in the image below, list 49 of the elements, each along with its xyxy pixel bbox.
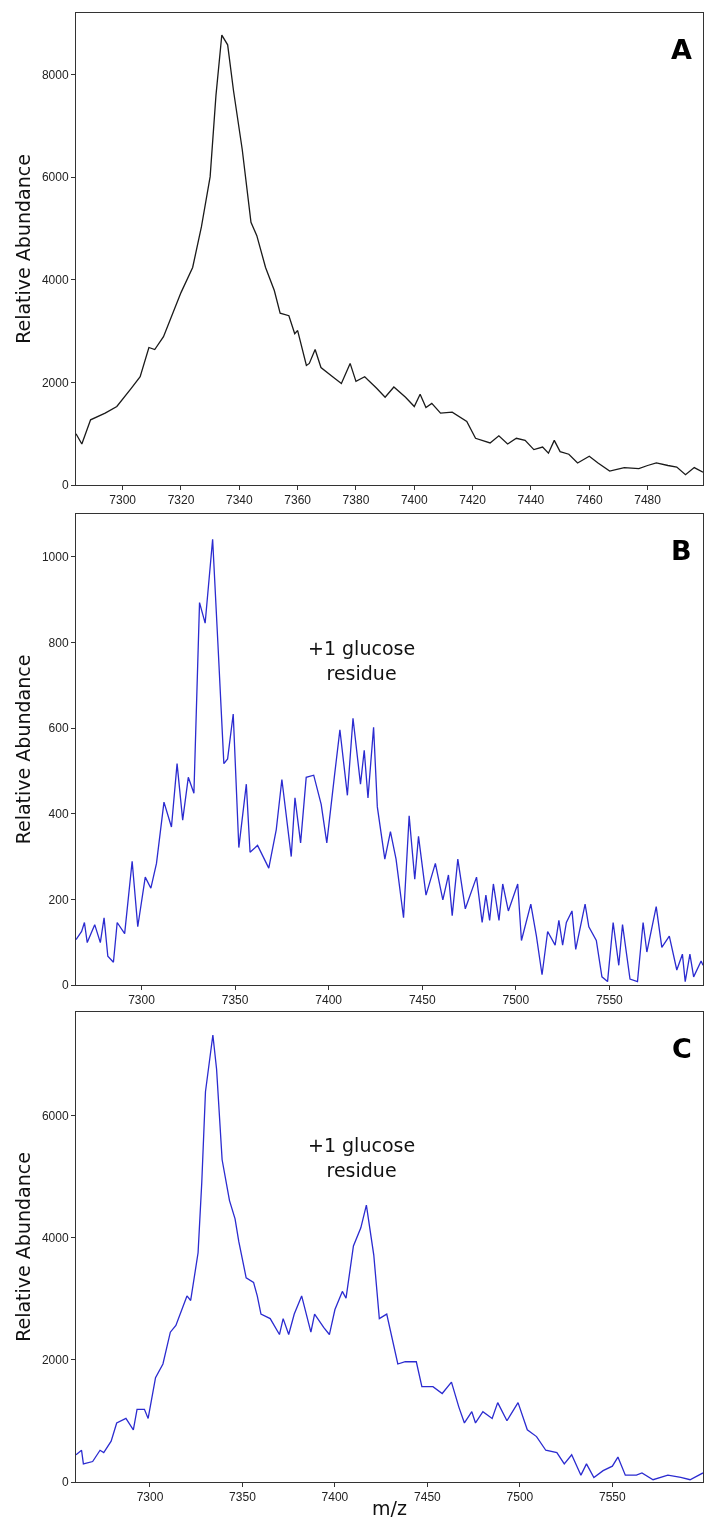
y-tick-label: 400 <box>48 806 69 821</box>
y-tick-label: 0 <box>61 1475 69 1490</box>
y-tick-label: 0 <box>61 478 69 493</box>
x-tick-label: 7340 <box>225 493 253 508</box>
y-tick-label: 4000 <box>41 1231 69 1246</box>
x-tick-label: 7480 <box>634 493 662 508</box>
x-tick-label: 7500 <box>506 1490 534 1505</box>
x-tick-label: 7450 <box>414 1490 442 1505</box>
y-axis-title: Relative Abundance <box>11 654 34 845</box>
x-tick-label: 7300 <box>136 1490 164 1505</box>
x-tick-label: 7320 <box>167 493 195 508</box>
y-tick-label: 6000 <box>41 170 69 185</box>
x-tick-label: 7350 <box>229 1490 257 1505</box>
line-series <box>76 538 703 983</box>
annotation: +1 glucose residue <box>308 637 416 684</box>
x-tick-label: 7360 <box>284 493 312 508</box>
x-tick-label: 7400 <box>321 1490 349 1505</box>
line-series <box>76 1034 703 1481</box>
x-tick-label: 7500 <box>502 993 530 1008</box>
y-tick-label: 0 <box>61 978 69 993</box>
y-tick-label: 800 <box>48 635 69 650</box>
annotation: A <box>671 34 692 65</box>
x-tick-label: 7450 <box>408 993 436 1008</box>
y-tick-label: 2000 <box>41 1353 69 1368</box>
x-tick-label: 7400 <box>315 993 343 1008</box>
annotation: C <box>672 1033 692 1064</box>
y-tick-label: 200 <box>48 892 69 907</box>
x-tick-label: 7550 <box>596 993 624 1008</box>
y-tick-label: 8000 <box>41 67 69 82</box>
y-tick-label: 600 <box>48 721 69 736</box>
y-tick-label: 1000 <box>41 550 69 565</box>
x-tick-label: 7460 <box>575 493 603 508</box>
x-tick-label: 7300 <box>128 993 156 1008</box>
line-series <box>76 34 703 476</box>
x-tick-label: 7350 <box>221 993 249 1008</box>
y-tick-label: 4000 <box>41 272 69 287</box>
x-tick-label: 7440 <box>517 493 545 508</box>
x-tick-label: 7420 <box>459 493 487 508</box>
annotation: B <box>671 535 692 566</box>
x-axis-title: m/z <box>372 1497 407 1519</box>
y-tick-label: 2000 <box>41 375 69 390</box>
y-tick-label: 6000 <box>41 1108 69 1123</box>
x-tick-label: 7300 <box>109 493 137 508</box>
annotation: +1 glucose residue <box>308 1134 416 1181</box>
x-tick-label: 7400 <box>400 493 428 508</box>
x-tick-label: 7380 <box>342 493 370 508</box>
x-tick-label: 7550 <box>599 1490 627 1505</box>
y-axis-title: Relative Abundance <box>11 154 34 344</box>
y-axis-title: Relative Abundance <box>11 1152 34 1342</box>
